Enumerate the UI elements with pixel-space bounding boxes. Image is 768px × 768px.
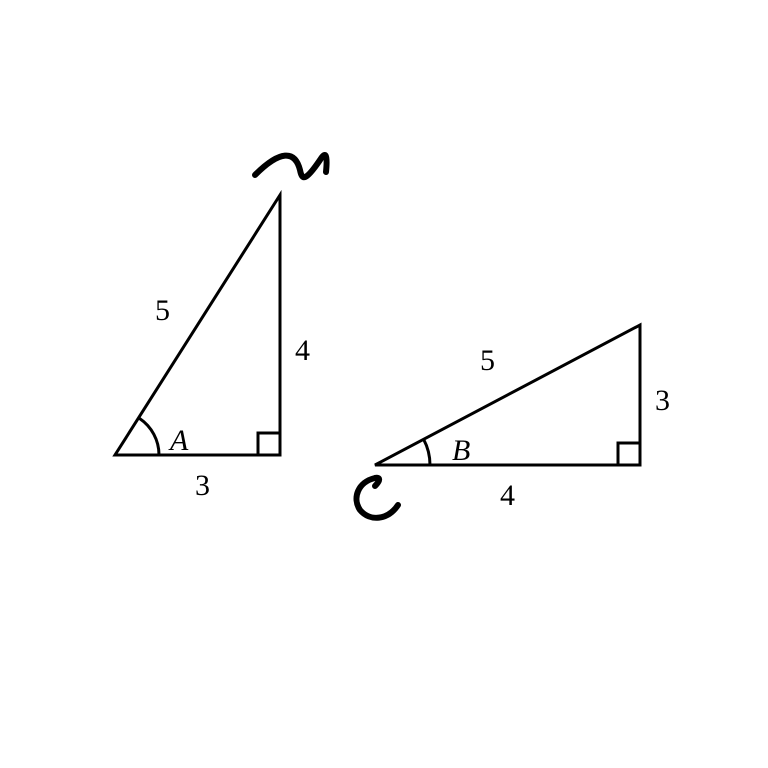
base-label: 4 bbox=[500, 479, 515, 512]
hypotenuse-label: 5 bbox=[480, 344, 495, 377]
vertical-label: 3 bbox=[655, 384, 670, 417]
angle-label: B bbox=[452, 434, 470, 467]
canvas-background bbox=[0, 0, 768, 768]
hypotenuse-label: 5 bbox=[155, 294, 170, 327]
base-label: 3 bbox=[195, 469, 210, 502]
vertical-label: 4 bbox=[295, 334, 310, 367]
angle-label: A bbox=[168, 424, 189, 457]
